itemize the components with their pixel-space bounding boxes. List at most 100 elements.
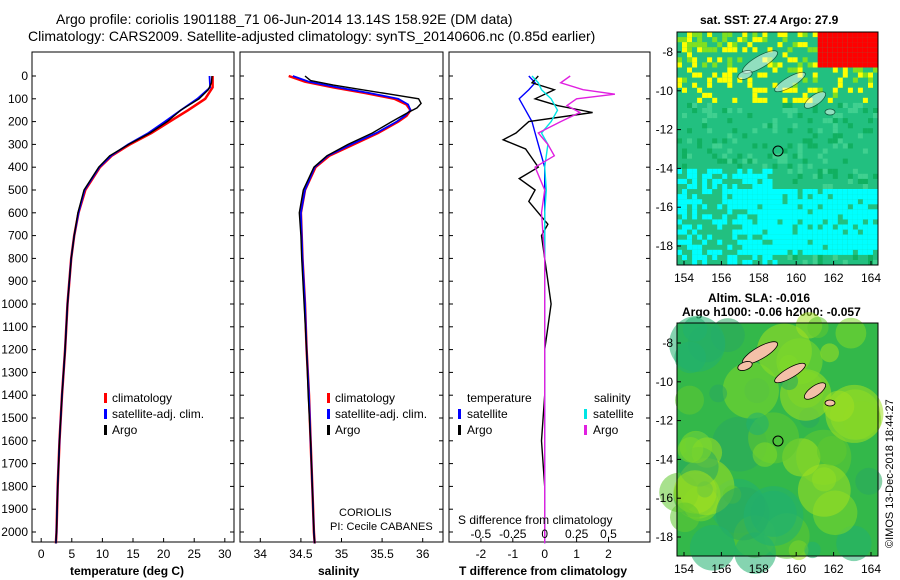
depth-tick-label: 200 <box>8 115 28 129</box>
sst-cell <box>677 194 682 200</box>
x-tick-label: 34 <box>254 547 268 561</box>
sst-cell <box>842 37 848 43</box>
sst-cell <box>707 173 713 179</box>
sst-cell <box>792 244 798 250</box>
sst-cell <box>737 199 743 205</box>
sst-cell <box>857 32 863 38</box>
sst-cell <box>868 239 873 245</box>
sst-cell <box>832 123 838 129</box>
map-x-tick-label: 164 <box>861 562 881 576</box>
sst-cell <box>842 239 848 245</box>
sst-cell <box>692 259 698 265</box>
sst-cell <box>797 224 803 230</box>
map-y-tick-label: -16 <box>656 491 674 505</box>
sst-cell <box>832 199 838 205</box>
sst-cell <box>868 82 873 88</box>
sst-cell <box>767 123 773 129</box>
sst-cell <box>752 224 758 230</box>
sst-cell <box>832 133 838 139</box>
sst-cell <box>767 199 773 205</box>
sst-cell <box>792 249 798 255</box>
sst-cell <box>787 224 793 230</box>
legend-argo-swatch <box>327 425 330 435</box>
sst-cell <box>812 234 818 240</box>
sst-cell <box>772 128 778 134</box>
sst-cell <box>868 229 873 235</box>
sst-cell <box>682 204 687 210</box>
sst-cell <box>772 67 778 73</box>
sst-cell <box>862 214 868 220</box>
sst-cell <box>868 32 873 38</box>
sst-cell <box>742 158 748 164</box>
sst-cell <box>697 224 703 230</box>
sst-cell <box>822 148 828 154</box>
sst-cell <box>852 32 858 38</box>
sst-cell <box>727 77 733 83</box>
sst-map-frame <box>676 31 879 266</box>
sst-cell <box>822 204 828 210</box>
sst-cell <box>762 244 768 250</box>
legend-s-argo-label: Argo <box>593 423 619 437</box>
sst-cell <box>782 209 788 215</box>
sst-cell <box>827 234 833 240</box>
sst-cell <box>868 209 873 215</box>
sst-cell <box>712 178 718 184</box>
sst-cell <box>857 57 863 63</box>
sst-cell <box>812 219 818 225</box>
sst-cell <box>782 97 788 103</box>
sst-cell <box>687 102 692 108</box>
sst-cell <box>702 254 708 260</box>
sst-cell <box>807 219 813 225</box>
sst-cell <box>772 82 778 88</box>
sst-cell <box>697 249 703 255</box>
sst-cell <box>692 108 698 114</box>
legend-satellite-label: satellite-adj. clim. <box>112 407 204 421</box>
sst-cell <box>747 173 753 179</box>
sst-cell <box>862 189 868 195</box>
sst-cell <box>772 118 778 124</box>
sst-cell <box>873 67 878 73</box>
sst-cell <box>707 189 713 195</box>
island-shape <box>824 108 836 116</box>
sst-cell <box>682 178 687 184</box>
sst-cell <box>687 37 692 43</box>
sst-cell <box>862 148 868 154</box>
sst-cell <box>767 224 773 230</box>
sst-cell <box>682 254 687 260</box>
sst-cell <box>802 259 808 265</box>
sst-cell <box>832 249 838 255</box>
sst-cell <box>747 224 753 230</box>
sst-cell <box>807 62 813 68</box>
sst-cell <box>762 173 768 179</box>
sst-cell <box>832 57 838 63</box>
sst-cell <box>687 32 692 38</box>
sst-cell <box>682 189 687 195</box>
sst-cell <box>792 97 798 103</box>
sst-cell <box>868 194 873 200</box>
sst-cell <box>692 42 698 48</box>
sst-cell <box>747 229 753 235</box>
sst-cell <box>782 189 788 195</box>
sst-cell <box>832 42 838 48</box>
sst-cell <box>862 194 868 200</box>
sst-cell <box>842 244 848 250</box>
sst-cell <box>837 82 843 88</box>
sst-cell <box>782 52 788 58</box>
sst-cell <box>747 194 753 200</box>
sst-cell <box>722 184 728 190</box>
sst-cell <box>692 184 698 190</box>
x-tick-label: 15 <box>126 547 140 561</box>
sst-cell <box>732 204 738 210</box>
sst-cell <box>817 128 823 134</box>
sst-cell <box>847 249 853 255</box>
sst-cell <box>727 118 733 124</box>
sst-cell <box>827 244 833 250</box>
sst-cell <box>677 178 682 184</box>
sst-cell <box>732 199 738 205</box>
sst-cell <box>807 47 813 53</box>
sst-cell <box>817 229 823 235</box>
sst-cell <box>712 113 718 119</box>
sst-cell <box>712 168 718 174</box>
sst-cell <box>802 214 808 220</box>
sst-cell <box>873 209 878 215</box>
